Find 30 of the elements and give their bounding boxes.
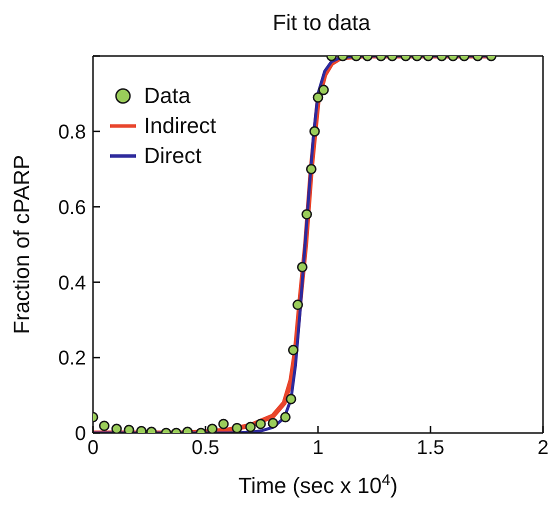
point: [111, 424, 122, 433]
y-tick-label: 0.2: [58, 348, 86, 370]
point: [98, 420, 110, 432]
x-axis-title: Time (sec x 10$^{4}$): [238, 472, 398, 498]
x-tick-label: 0.5: [192, 437, 220, 460]
x-tick-label: 1.5: [416, 437, 444, 460]
x-tick-label: 2: [537, 437, 549, 460]
point: [292, 300, 304, 310]
point: [245, 422, 256, 432]
point: [206, 424, 218, 433]
y-axis-title: Fraction of cPARP: [9, 154, 34, 334]
chart-title: Fit to data: [272, 9, 372, 37]
y-tick-label: 0: [74, 423, 86, 446]
point: [301, 209, 312, 220]
point: [124, 424, 134, 433]
y-tick-label: 0.8: [58, 122, 86, 144]
legend-label: Indirect: [144, 112, 216, 140]
point: [286, 394, 296, 404]
x-tick-label: 1: [312, 437, 324, 460]
point: [268, 418, 278, 428]
point: [296, 262, 308, 272]
y-tick-label: 0.6: [58, 196, 86, 219]
y-tick-label: 0.4: [58, 272, 86, 294]
point: [288, 344, 299, 356]
point: [232, 422, 242, 433]
point: [280, 412, 291, 422]
point: [218, 418, 229, 430]
legend-label: Direct: [144, 142, 202, 170]
point: [255, 418, 266, 430]
legend-label: Data: [144, 82, 190, 110]
